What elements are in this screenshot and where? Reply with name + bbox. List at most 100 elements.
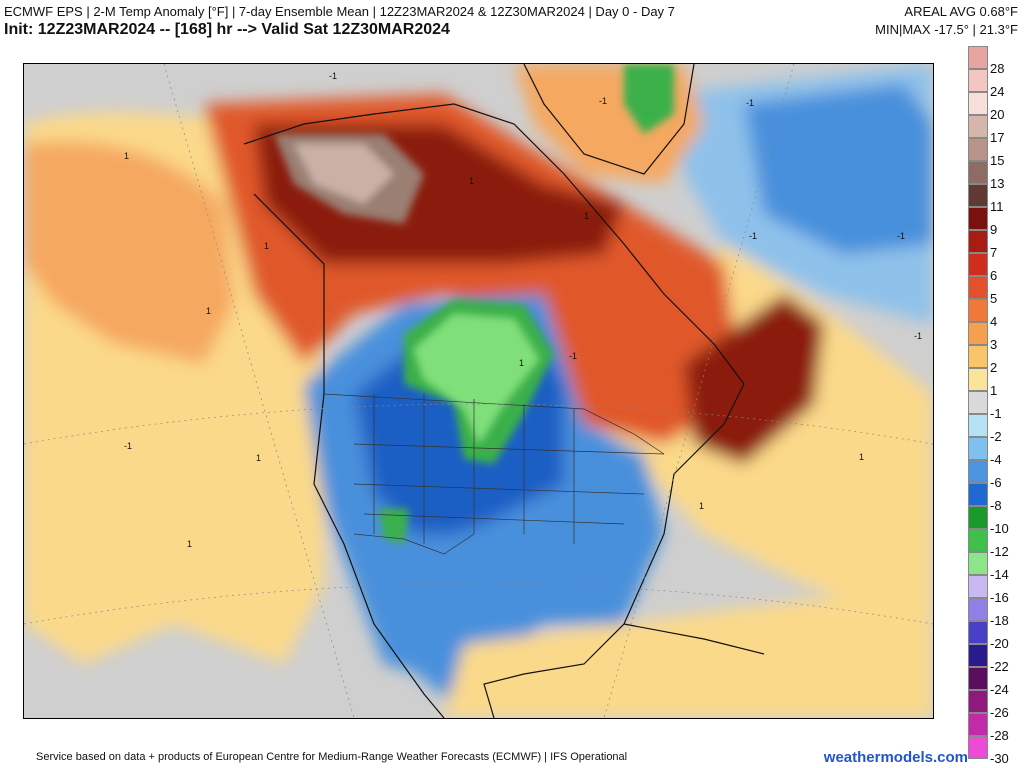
legend-label: 6 — [990, 268, 998, 283]
legend-swatch — [968, 621, 988, 644]
latitude-line — [24, 403, 933, 445]
atlantic-cool-core — [744, 84, 933, 254]
legend-swatch — [968, 69, 988, 92]
greenland-coastline — [523, 64, 695, 175]
legend-swatch — [968, 161, 988, 184]
graticule — [24, 64, 933, 718]
contour-label: -1 — [897, 231, 905, 241]
legend-swatch — [968, 184, 988, 207]
contour-label: 1 — [859, 452, 864, 462]
legend-swatch — [968, 368, 988, 391]
north-america-coastline — [243, 103, 745, 718]
legend-swatch — [968, 253, 988, 276]
legend-label: 24 — [990, 84, 1005, 99]
contour-label: 1 — [187, 539, 192, 549]
legend-label: -30 — [990, 751, 1009, 766]
legend-swatch — [968, 138, 988, 161]
header: ECMWF EPS | 2-M Temp Anomaly [°F] | 7-da… — [0, 0, 1024, 44]
legend-swatch — [968, 414, 988, 437]
legend-swatch — [968, 299, 988, 322]
contour-label: 1 — [206, 306, 211, 316]
atlantic-canada-dark-warm — [684, 294, 824, 464]
legend-swatch — [968, 575, 988, 598]
legend-swatch — [968, 207, 988, 230]
legend-label: 3 — [990, 337, 998, 352]
legend-label: 13 — [990, 176, 1005, 191]
brand-link[interactable]: weathermodels.com — [823, 749, 968, 766]
contour-label: -1 — [599, 96, 607, 106]
legend-swatch — [968, 690, 988, 713]
areal-average: AREAL AVG 0.68°F — [904, 4, 1018, 19]
legend-label: -28 — [990, 728, 1009, 743]
anomaly-map[interactable]: 1 1 1 1 1 1 1 1 1 1 -1 -1 -1 -1 -1 -1 -1 -1 — [23, 63, 934, 719]
contour-label: -1 — [746, 98, 754, 108]
legend-swatch — [968, 230, 988, 253]
mexico-cool-region — [354, 534, 484, 704]
contour-label: 1 — [699, 501, 704, 511]
title-line-1: ECMWF EPS | 2-M Temp Anomaly [°F] | 7-da… — [4, 4, 675, 19]
min-max-values: MIN|MAX -17.5° | 21.3°F — [875, 22, 1018, 37]
legend-label: -26 — [990, 705, 1009, 720]
legend-swatch — [968, 322, 988, 345]
legend-label: -4 — [990, 452, 1002, 467]
us-canada-border — [323, 393, 665, 455]
yukon-extreme-warm-light — [294, 144, 394, 204]
footer-credit: Service based on data + products of Euro… — [36, 751, 628, 763]
title-line-2: Init: 12Z23MAR2024 -- [168] hr --> Valid… — [4, 21, 450, 38]
legend-swatch — [968, 667, 988, 690]
pacific-warm-region-2 — [24, 141, 234, 364]
color-legend: 28 24 20 17 15 13 11 9 7 6 5 4 3 2 1 -1 -2 -4 -6 -8 -10 -12 -1… — [966, 44, 1024, 766]
legend-label: -16 — [990, 590, 1009, 605]
legend-label: -6 — [990, 475, 1002, 490]
legend-label: 20 — [990, 107, 1005, 122]
legend-label: -18 — [990, 613, 1009, 628]
legend-label: 17 — [990, 130, 1005, 145]
political-borders — [323, 393, 665, 555]
contour-label: -1 — [329, 71, 337, 81]
legend-swatch — [968, 598, 988, 621]
legend-swatch — [968, 391, 988, 414]
caribbean-warm-region — [444, 584, 933, 718]
contour-label: -1 — [569, 351, 577, 361]
legend-swatch — [968, 483, 988, 506]
contour-label: 1 — [256, 453, 261, 463]
contour-label: -1 — [749, 231, 757, 241]
legend-label: -22 — [990, 659, 1009, 674]
legend-swatch — [968, 713, 988, 736]
legend-swatch — [968, 345, 988, 368]
legend-label: 15 — [990, 153, 1005, 168]
map-canvas: 1 1 1 1 1 1 1 1 1 1 -1 -1 -1 -1 -1 -1 -1 -1 — [24, 64, 933, 718]
coastlines — [243, 64, 765, 718]
legend-label: 5 — [990, 291, 998, 306]
legend-label: -14 — [990, 567, 1009, 582]
legend-swatch — [968, 276, 988, 299]
legend-swatch — [968, 460, 988, 483]
us-state-lines — [353, 394, 665, 544]
contour-label: 1 — [584, 211, 589, 221]
us-mexico-border — [353, 533, 475, 555]
legend-label: -8 — [990, 498, 1002, 513]
legend-label: -24 — [990, 682, 1009, 697]
legend-swatch — [968, 529, 988, 552]
mexico-cold-spot — [379, 509, 409, 544]
contour-label: -1 — [914, 331, 922, 341]
legend-label: 2 — [990, 360, 998, 375]
legend-label: -12 — [990, 544, 1009, 559]
legend-swatch — [968, 115, 988, 138]
contour-label: 1 — [469, 176, 474, 186]
contour-label: 1 — [264, 241, 269, 251]
cuba-coastline — [623, 623, 765, 655]
legend-label: 7 — [990, 245, 998, 260]
legend-label: 28 — [990, 61, 1005, 76]
plains-cold-core-light — [414, 314, 539, 444]
greenland-cold-spot — [624, 64, 674, 134]
legend-swatch — [968, 506, 988, 529]
legend-label: -1 — [990, 406, 1002, 421]
legend-label: 4 — [990, 314, 998, 329]
legend-label: -20 — [990, 636, 1009, 651]
legend-label: -10 — [990, 521, 1009, 536]
contour-labels: 1 1 1 1 1 1 1 1 1 1 -1 -1 -1 -1 -1 -1 -1 -1 — [124, 71, 922, 549]
legend-swatch — [968, 437, 988, 460]
legend-swatch — [968, 92, 988, 115]
contour-label: 1 — [124, 151, 129, 161]
